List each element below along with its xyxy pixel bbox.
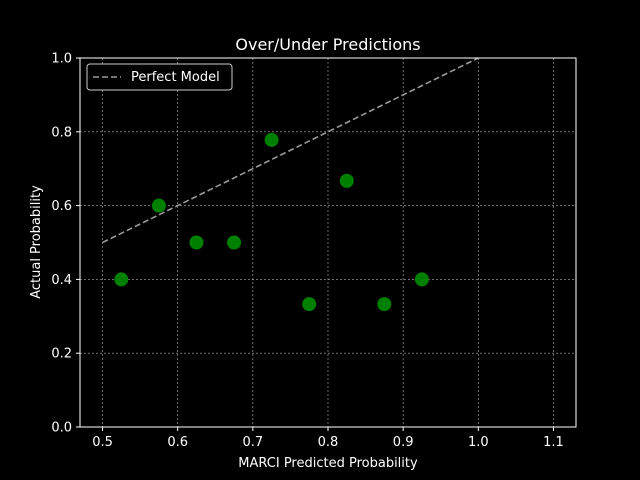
x-axis-ticks: 0.5 0.6 0.7 0.8 0.9 1.0 1.1 — [92, 427, 564, 450]
legend: Perfect Model — [86, 63, 233, 91]
y-axis-ticks: 0.0 0.2 0.4 0.6 0.8 1.0 — [51, 52, 80, 436]
x-tick-label: 0.7 — [243, 435, 264, 450]
x-tick-label: 0.8 — [318, 435, 339, 450]
y-tick-label: 0.6 — [51, 199, 72, 214]
scatter-point — [414, 272, 429, 287]
y-axis-label: Actual Probability — [29, 185, 44, 299]
scatter-point — [227, 235, 242, 250]
scatter-point — [114, 272, 129, 287]
x-tick-label: 1.1 — [543, 435, 564, 450]
reference-line-layer — [102, 57, 479, 244]
y-tick-label: 0.8 — [51, 125, 72, 140]
scatter-point — [302, 297, 317, 312]
scatter-point — [264, 132, 279, 147]
scatter-points — [114, 132, 429, 312]
x-tick-label: 1.0 — [468, 435, 489, 450]
x-tick-label: 0.6 — [167, 435, 188, 450]
chart-title: Over/Under Predictions — [235, 35, 420, 54]
scatter-point — [377, 297, 392, 312]
y-tick-label: 0.0 — [51, 421, 72, 436]
x-tick-label: 0.5 — [92, 435, 113, 450]
x-axis-label: MARCI Predicted Probability — [238, 456, 418, 471]
legend-label: Perfect Model — [131, 70, 220, 85]
scatter-point — [151, 198, 166, 213]
legend-box — [86, 63, 233, 91]
scatter-point — [339, 173, 354, 188]
y-tick-label: 1.0 — [51, 52, 72, 67]
perfect-model-line — [102, 57, 479, 244]
y-tick-label: 0.2 — [51, 347, 72, 362]
scatter-point — [189, 235, 204, 250]
y-tick-label: 0.4 — [51, 273, 72, 288]
x-tick-label: 0.9 — [393, 435, 414, 450]
